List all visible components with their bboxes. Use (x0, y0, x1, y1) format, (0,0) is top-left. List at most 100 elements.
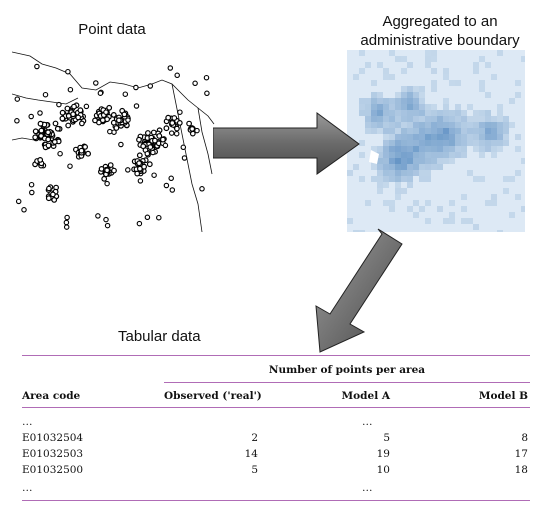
point-marker (169, 187, 176, 193)
area-cell (389, 158, 395, 164)
point-marker (134, 170, 141, 177)
area-cell (497, 146, 503, 152)
point-marker (121, 111, 128, 118)
area-cell (497, 122, 503, 128)
area-cell (383, 164, 389, 170)
area-cell (485, 134, 491, 140)
point-marker (136, 152, 143, 159)
point-marker (75, 114, 82, 121)
table-cell: … (362, 482, 373, 494)
aggregated-map (347, 50, 525, 232)
area-cell (431, 86, 437, 92)
area-cell (401, 86, 407, 92)
area-cell (365, 200, 371, 206)
area-cell (359, 104, 365, 110)
area-cell (419, 206, 425, 212)
area-cell (389, 74, 395, 80)
area-cell (395, 170, 401, 176)
header-rule (22, 407, 530, 408)
area-cell (455, 104, 461, 110)
area-cell (497, 230, 503, 232)
point-marker (141, 163, 148, 170)
point-marker (163, 182, 170, 189)
area-cell (401, 152, 407, 158)
point-marker (78, 120, 85, 127)
area-cell (401, 170, 407, 176)
area-cell (377, 92, 383, 98)
area-cell (401, 176, 407, 182)
aggregated-caption-line1: Aggregated to an (382, 13, 498, 30)
point-marker (37, 110, 43, 116)
table-cell: E01032503 (22, 448, 84, 460)
area-cell (377, 158, 383, 164)
area-cell (419, 176, 425, 182)
area-cell (461, 140, 467, 146)
area-cell (401, 164, 407, 170)
area-cell (461, 116, 467, 122)
area-cell (395, 92, 401, 98)
area-cell (443, 152, 449, 158)
area-cell (407, 206, 413, 212)
area-cell (467, 104, 473, 110)
area-cell (401, 110, 407, 116)
area-cell (395, 116, 401, 122)
area-cell (359, 50, 365, 56)
point-marker (15, 198, 22, 205)
area-cell (449, 158, 455, 164)
area-cell (407, 164, 413, 170)
area-cell (377, 152, 383, 158)
point-marker (162, 142, 169, 149)
area-cell (365, 62, 371, 68)
area-cell (369, 150, 379, 164)
down-left-arrow (315, 228, 403, 353)
area-cell (413, 86, 419, 92)
area-cell (485, 200, 491, 206)
point-marker (28, 113, 34, 120)
area-cell (425, 62, 431, 68)
area-cell (443, 98, 449, 104)
point-marker (125, 167, 131, 173)
area-cell (455, 80, 461, 86)
area-cell (425, 164, 431, 170)
point-marker (181, 155, 188, 161)
area-cell (431, 110, 437, 116)
area-cell (419, 164, 425, 170)
area-cell (491, 74, 497, 80)
area-cell (413, 200, 419, 206)
area-cell (389, 146, 395, 152)
point-marker (192, 80, 198, 87)
point-marker (118, 141, 124, 148)
area-cell (383, 122, 389, 128)
area-cell (413, 134, 419, 140)
table-cell: 18 (514, 464, 528, 476)
area-cell (503, 188, 509, 194)
area-cell (431, 68, 437, 74)
area-cell (479, 152, 485, 158)
area-cell (371, 128, 377, 134)
area-cell (425, 122, 431, 128)
area-cell (449, 212, 455, 218)
point-marker (97, 90, 104, 96)
area-cell (377, 188, 383, 194)
point-marker (32, 128, 39, 135)
area-cell (389, 176, 395, 182)
point-marker (56, 101, 62, 108)
area-cell (389, 164, 395, 170)
point-marker (171, 115, 178, 121)
point-marker (189, 125, 196, 132)
point-marker (65, 68, 71, 75)
area-cell (371, 176, 377, 182)
point-marker (82, 143, 88, 150)
area-cell (515, 146, 521, 152)
area-cell (377, 110, 383, 116)
point-marker (64, 105, 71, 112)
area-cell (407, 176, 413, 182)
group-header: Number of points per area (268, 364, 426, 376)
point-marker (32, 134, 39, 141)
table-cell: … (22, 416, 33, 428)
point-marker (168, 175, 174, 182)
area-cell (467, 170, 473, 176)
point-marker (37, 156, 44, 163)
area-cell (365, 98, 371, 104)
point-marker (137, 178, 144, 184)
